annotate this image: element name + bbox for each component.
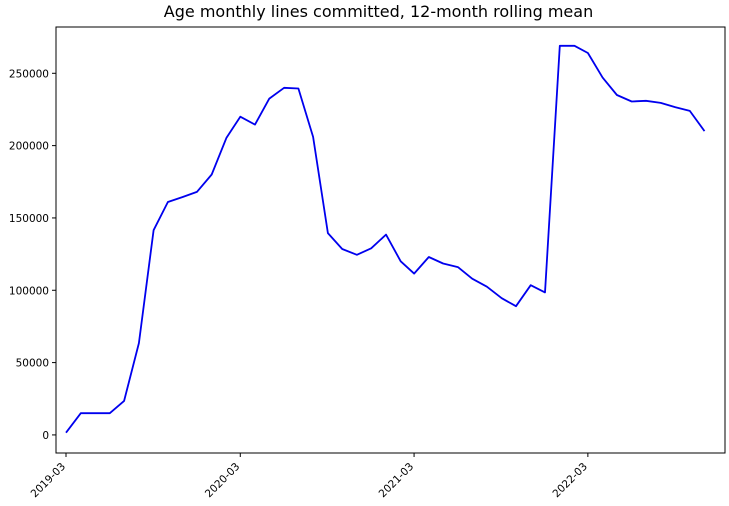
plot-frame [55, 26, 726, 454]
x-tick-label: 2022-03 [550, 461, 590, 501]
y-axis: 0 50000 100000 150000 200000 250000 [9, 68, 56, 442]
x-tick-label: 2021-03 [377, 461, 417, 501]
series-layer [65, 44, 706, 434]
y-tick-label: 250000 [9, 68, 49, 80]
y-tick-label: 50000 [16, 358, 49, 370]
y-tick-label: 200000 [9, 141, 49, 153]
x-tick-label: 2020-03 [203, 461, 243, 501]
x-tick-label: 2019-03 [29, 461, 69, 501]
y-tick-label: 0 [42, 430, 49, 442]
series-line [65, 44, 706, 434]
y-tick-label: 100000 [9, 285, 49, 297]
chart-title: Age monthly lines committed, 12-month ro… [164, 2, 593, 21]
y-tick-label: 150000 [9, 213, 49, 225]
x-axis: 2019-03 2020-03 2021-03 2022-03 [29, 453, 590, 500]
